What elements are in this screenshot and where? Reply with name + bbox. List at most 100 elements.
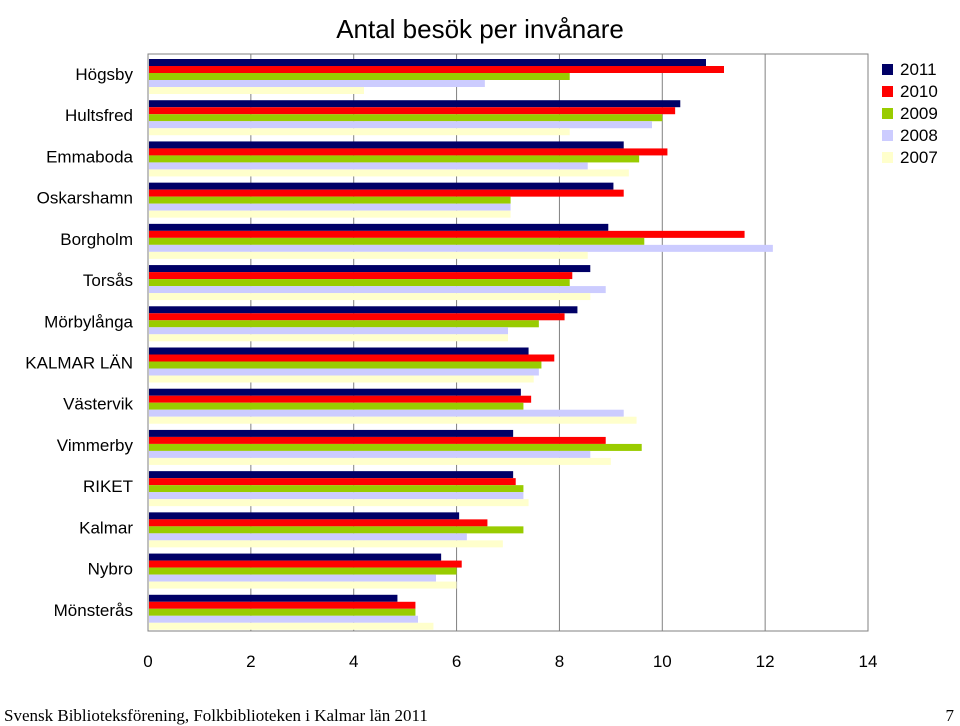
bar-2007 xyxy=(149,540,503,548)
bar-2011 xyxy=(149,429,514,437)
bar-2007 xyxy=(149,457,611,465)
bar-2008 xyxy=(149,80,485,87)
bar-2007 xyxy=(149,581,457,589)
bar-2010 xyxy=(149,313,565,321)
bar-2010 xyxy=(149,395,532,403)
category-label: Mönsterås xyxy=(54,601,133,620)
bar-2009 xyxy=(149,73,570,80)
bar-2009 xyxy=(149,567,457,575)
x-tick-label: 2 xyxy=(246,652,255,671)
bar-2010 xyxy=(149,354,555,362)
bar-2009 xyxy=(149,114,663,122)
bar-2008 xyxy=(149,450,591,458)
bar-2009 xyxy=(149,237,645,245)
bar-2007 xyxy=(149,169,629,177)
bars xyxy=(149,59,773,630)
category-label: KALMAR LÄN xyxy=(25,354,133,373)
bar-2008 xyxy=(149,492,524,500)
bar-2011 xyxy=(149,100,681,108)
bar-2007 xyxy=(149,499,529,507)
legend-label: 2008 xyxy=(900,126,938,145)
x-tick-label: 8 xyxy=(555,652,564,671)
legend-item: 2010 xyxy=(882,82,938,101)
bar-2010 xyxy=(149,478,516,486)
bar-2011 xyxy=(149,553,442,561)
bar-2009 xyxy=(149,485,524,493)
bar-group xyxy=(149,347,555,383)
bar-2008 xyxy=(149,574,436,582)
bar-2007 xyxy=(149,210,511,218)
category-label: Mörbylånga xyxy=(44,312,133,331)
x-tick-label: 14 xyxy=(859,652,878,671)
bar-group xyxy=(149,429,642,465)
bar-2009 xyxy=(149,320,539,328)
bar-2008 xyxy=(149,615,418,623)
footer: Svensk Biblioteksförening, Folkbibliotek… xyxy=(0,698,960,725)
bar-group xyxy=(149,512,524,548)
bar-2007 xyxy=(149,87,364,94)
bar-2007 xyxy=(149,375,534,383)
bar-2008 xyxy=(149,286,606,294)
bar-2010 xyxy=(149,189,624,197)
bar-2007 xyxy=(149,416,637,424)
chart: Antal besök per invånare Högsby Hultsfred… xyxy=(25,14,938,671)
bar-2011 xyxy=(149,141,624,149)
bar-group xyxy=(149,141,668,177)
bar-2011 xyxy=(149,182,614,190)
category-label: Kalmar xyxy=(79,518,133,537)
category-label: Västervik xyxy=(63,395,133,414)
legend-item: 2009 xyxy=(882,104,938,123)
bar-2007 xyxy=(149,622,434,630)
bar-2008 xyxy=(149,368,539,376)
bar-group xyxy=(149,59,724,94)
bar-group xyxy=(149,265,606,301)
bar-2010 xyxy=(149,230,745,238)
x-tick-labels: 0 2 4 6 8 10 12 14 xyxy=(143,652,877,671)
bar-2011 xyxy=(149,223,609,231)
bar-group xyxy=(149,223,773,259)
category-label: Emmaboda xyxy=(46,147,133,166)
bar-2011 xyxy=(149,471,514,479)
page-number: 7 xyxy=(945,706,955,725)
legend-item: 2007 xyxy=(882,148,938,167)
bar-2011 xyxy=(149,512,460,520)
legend-swatch xyxy=(882,130,893,141)
bar-2009 xyxy=(149,155,640,163)
bar-2008 xyxy=(149,409,624,417)
bar-2009 xyxy=(149,196,511,204)
bar-2007 xyxy=(149,334,508,342)
legend-swatch xyxy=(882,64,893,75)
legend-label: 2009 xyxy=(900,104,938,123)
bar-2007 xyxy=(149,293,591,301)
legend-item: 2008 xyxy=(882,126,938,145)
bar-2010 xyxy=(149,66,724,73)
bar-2007 xyxy=(149,128,570,136)
bar-2008 xyxy=(149,121,652,129)
legend-swatch xyxy=(882,152,893,163)
category-label: RIKET xyxy=(83,477,133,496)
category-labels: Högsby Hultsfred Emmaboda Oskarshamn Borghol… xyxy=(25,65,133,620)
bar-2009 xyxy=(149,526,524,534)
x-tick-label: 0 xyxy=(143,652,152,671)
bar-2011 xyxy=(149,347,529,355)
category-label: Vimmerby xyxy=(57,436,134,455)
x-tick-label: 12 xyxy=(756,652,775,671)
bar-2010 xyxy=(149,107,676,115)
bar-2011 xyxy=(149,594,398,602)
category-label: Högsby xyxy=(75,65,133,84)
bar-2010 xyxy=(149,601,416,609)
bar-2008 xyxy=(149,327,508,335)
bar-2010 xyxy=(149,148,668,156)
category-label: Torsås xyxy=(83,271,133,290)
bar-2010 xyxy=(149,560,462,568)
x-tick-label: 4 xyxy=(349,652,358,671)
bar-2011 xyxy=(149,388,521,396)
legend-swatch xyxy=(882,108,893,119)
chart-title: Antal besök per invånare xyxy=(336,14,624,44)
legend-swatch xyxy=(882,86,893,97)
legend-item: 2011 xyxy=(882,60,937,79)
bar-2008 xyxy=(149,162,588,170)
bar-2009 xyxy=(149,608,416,616)
bar-group xyxy=(149,100,681,136)
bar-2009 xyxy=(149,361,542,369)
